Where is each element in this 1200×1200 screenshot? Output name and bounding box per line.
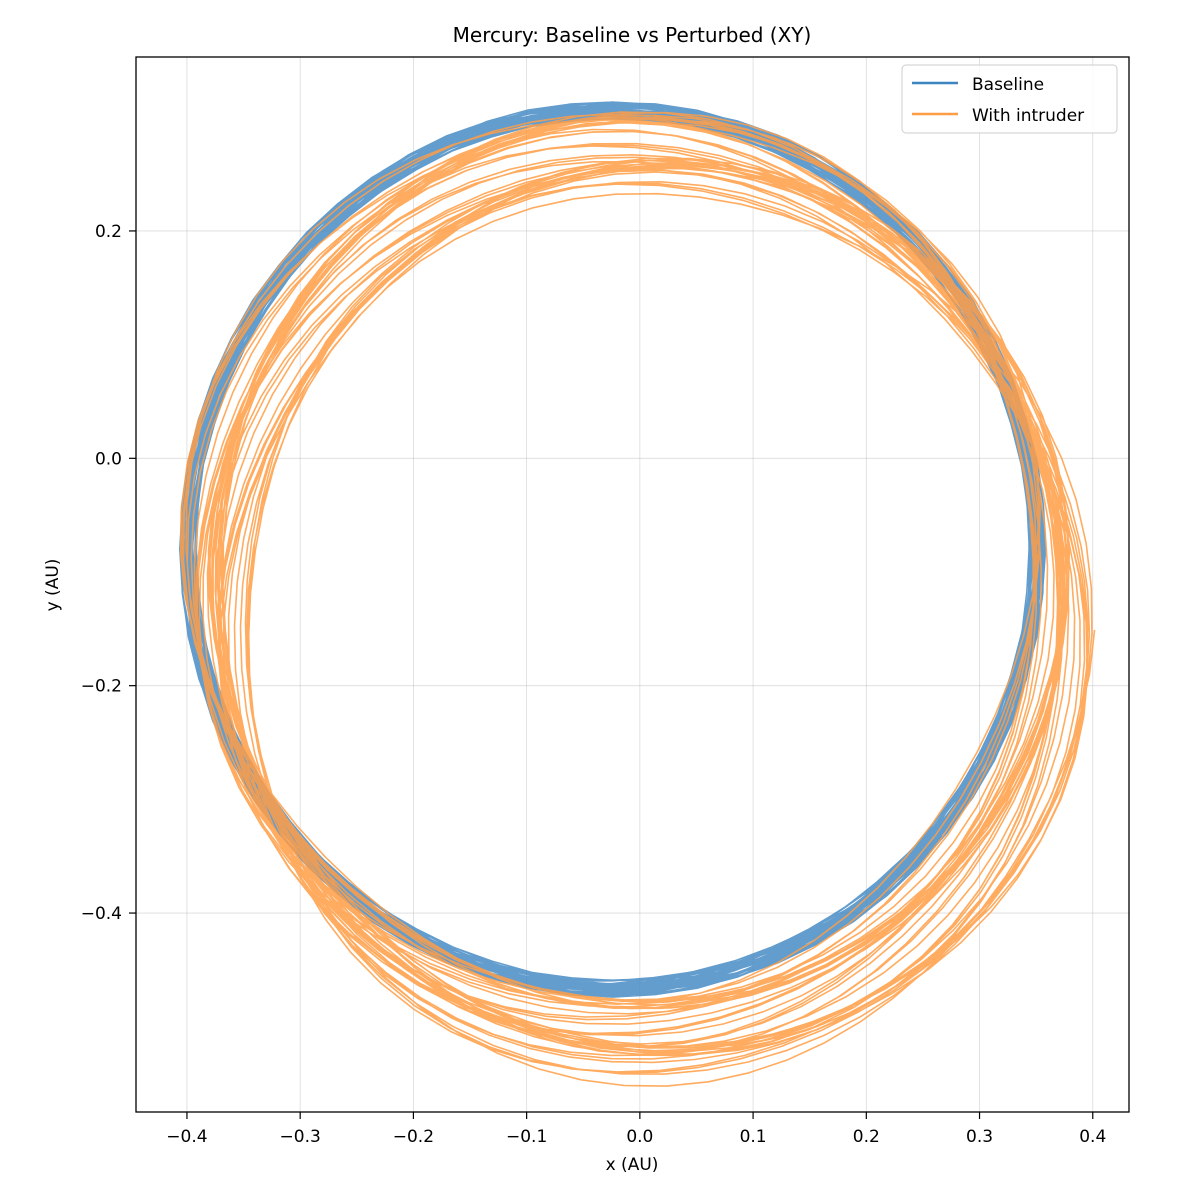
- y-tick-label: −0.2: [81, 677, 122, 697]
- x-tick-label: 0.3: [966, 1127, 993, 1147]
- legend-label-intruder: With intruder: [972, 106, 1084, 126]
- x-tick-label: −0.3: [280, 1127, 321, 1147]
- series-with-intruder-line: [179, 111, 1096, 1087]
- y-axis-ticks: 0.2 0.0 −0.2 −0.4: [81, 222, 136, 924]
- x-axis-ticks: −0.4 −0.3 −0.2 −0.1 0.0 0.1 0.2 0.3 0.4: [166, 1112, 1106, 1147]
- x-axis-label: x (AU): [606, 1155, 659, 1175]
- y-tick-label: −0.4: [81, 904, 122, 924]
- legend: Baseline With intruder: [901, 64, 1118, 134]
- x-tick-label: −0.4: [166, 1127, 207, 1147]
- x-tick-label: 0.0: [626, 1127, 653, 1147]
- chart-title: Mercury: Baseline vs Perturbed (XY): [453, 23, 812, 47]
- x-tick-label: −0.2: [393, 1127, 434, 1147]
- x-tick-label: 0.1: [740, 1127, 767, 1147]
- y-tick-label: 0.0: [95, 449, 122, 469]
- y-axis-label: y (AU): [43, 559, 63, 612]
- plot-frame: [135, 56, 1130, 1113]
- x-tick-label: 0.4: [1079, 1127, 1106, 1147]
- grid: [136, 57, 1129, 1112]
- x-tick-label: −0.1: [506, 1127, 547, 1147]
- y-tick-label: 0.2: [95, 222, 122, 242]
- legend-label-baseline: Baseline: [972, 75, 1044, 95]
- x-tick-label: 0.2: [853, 1127, 880, 1147]
- series-layer: [179, 101, 1096, 1087]
